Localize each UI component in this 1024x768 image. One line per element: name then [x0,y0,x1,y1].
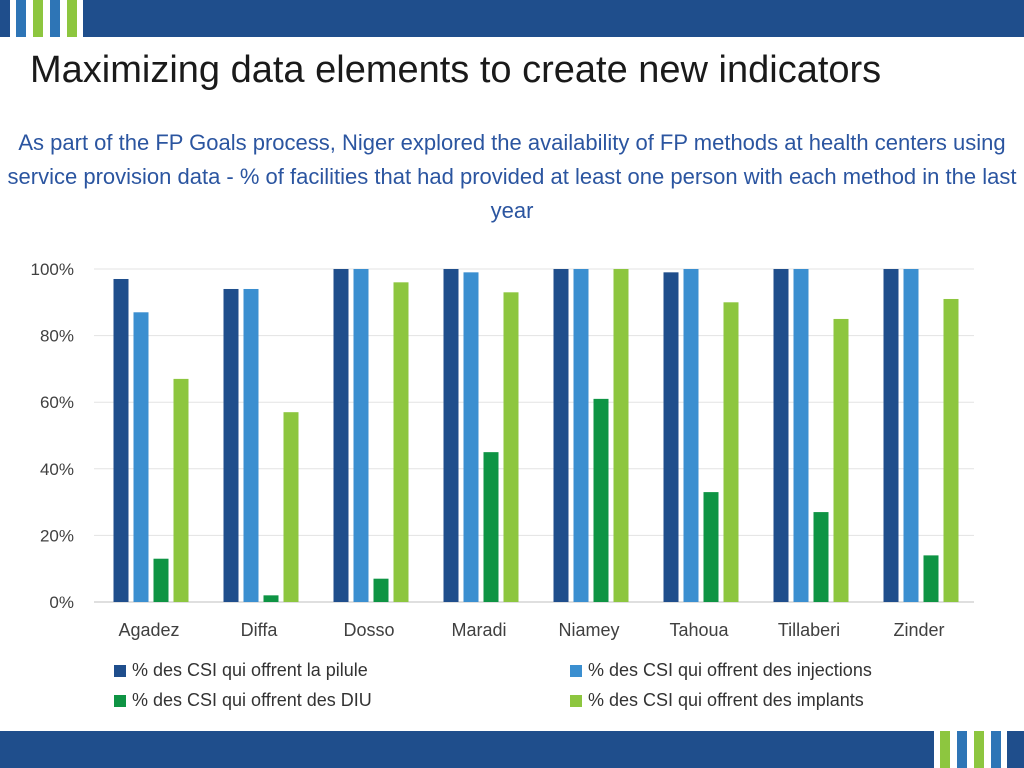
legend-swatch [114,694,126,707]
bar [113,278,129,602]
y-tick-label: 40% [40,460,74,479]
stripe [67,0,77,37]
bar [573,269,589,602]
x-tick-label: Tahoua [669,620,729,640]
legend-item: % des CSI qui offrent la pilule [114,660,368,681]
bar [373,578,389,602]
x-tick-label: Dosso [343,620,394,640]
bar [283,412,299,602]
slide-title: Maximizing data elements to create new i… [30,49,882,91]
bar [443,269,459,602]
bar [393,282,409,602]
y-tick-label: 80% [40,327,74,346]
bar [223,288,239,602]
bar [553,269,569,602]
bar [663,272,679,602]
legend-item: % des CSI qui offrent des DIU [114,690,372,711]
bar [243,288,259,602]
y-tick-label: 0% [49,593,74,612]
x-tick-label: Agadez [118,620,179,640]
x-tick-label: Maradi [451,620,506,640]
stripe [50,0,60,37]
top-stripes [10,0,83,37]
legend-swatch [570,694,582,707]
bar [483,452,499,602]
bar [333,269,349,602]
bar [813,512,829,602]
bar [593,398,609,602]
x-tick-label: Tillaberi [778,620,840,640]
legend-swatch [114,664,126,677]
legend-label: % des CSI qui offrent des DIU [132,690,372,710]
legend-swatch [570,664,582,677]
stripe [33,0,43,37]
bottom-band [0,731,1024,768]
x-tick-label: Zinder [893,620,944,640]
top-band [0,0,1024,37]
bar [943,298,959,602]
legend-label: % des CSI qui offrent des implants [588,690,864,710]
bar [683,269,699,602]
bar [903,269,919,602]
y-tick-label: 100% [31,260,74,279]
bar [833,318,849,602]
legend-item: % des CSI qui offrent des injections [570,660,872,681]
stripe [991,731,1001,768]
bar [263,595,279,602]
y-tick-label: 20% [40,526,74,545]
stripe [16,0,26,37]
bar [463,272,479,602]
legend-label: % des CSI qui offrent la pilule [132,660,368,680]
bar [173,378,189,602]
slide-subtitle: As part of the FP Goals process, Niger e… [7,130,1017,223]
bar [153,558,169,602]
bar [923,555,939,602]
bar [503,292,519,602]
bar [703,492,719,602]
bar [773,269,789,602]
bar [613,269,629,602]
bar [883,269,899,602]
bar [723,302,739,602]
legend-item: % des CSI qui offrent des implants [570,690,864,711]
stripe [974,731,984,768]
bar [793,269,809,602]
bar-chart: 0% 20% 40% 60% 80% 100% Agadez Diffa Dosso Maradi… [31,260,974,640]
legend-label: % des CSI qui offrent des injections [588,660,872,680]
bottom-stripes [934,731,1007,768]
bar [353,269,369,602]
bar [133,312,149,602]
stripe [957,731,967,768]
x-tick-label: Diffa [241,620,279,640]
stripe [940,731,950,768]
y-tick-label: 60% [40,393,74,412]
x-tick-label: Niamey [558,620,619,640]
